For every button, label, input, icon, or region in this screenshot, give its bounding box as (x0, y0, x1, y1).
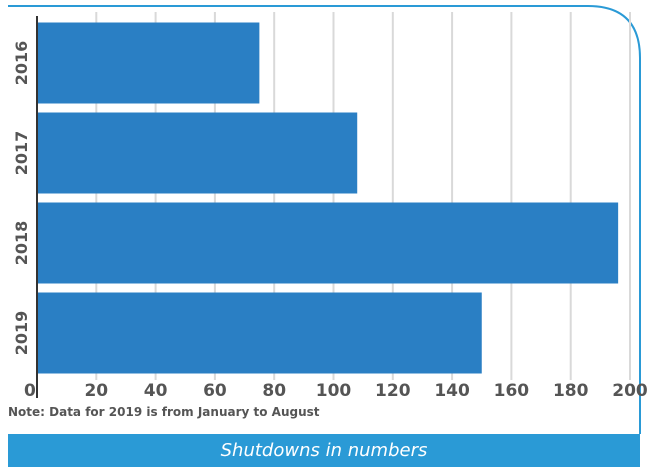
x-tick-label-200: 200 (612, 381, 648, 401)
x-tick-label-80: 80 (262, 381, 286, 401)
x-tick-label-160: 160 (494, 381, 530, 401)
category-label-2018: 2018 (12, 221, 31, 266)
bar-2018 (37, 202, 619, 284)
category-label-2016: 2016 (12, 41, 31, 86)
y-category-labels: 2016 2017 2018 2019 (12, 41, 31, 356)
x-tick-label-0: 0 (24, 381, 36, 401)
x-tick-label-20: 20 (84, 381, 108, 401)
bar-2019 (37, 292, 482, 374)
bar-2016 (37, 22, 260, 104)
x-tick-label-180: 180 (553, 381, 589, 401)
footnote: Note: Data for 2019 is from January to A… (8, 405, 320, 419)
x-tick-label-40: 40 (144, 381, 168, 401)
caption-text: Shutdowns in numbers (220, 440, 428, 461)
bars (37, 22, 619, 374)
x-tick-label-60: 60 (203, 381, 227, 401)
x-tick-labels: 0 20 40 60 80 100 120 140 160 180 200 (24, 381, 648, 401)
category-label-2019: 2019 (12, 311, 31, 356)
x-tick-label-100: 100 (316, 381, 352, 401)
category-label-2017: 2017 (12, 131, 31, 176)
bar-2017 (37, 112, 358, 194)
x-tick-label-140: 140 (434, 381, 470, 401)
x-tick-label-120: 120 (375, 381, 411, 401)
caption-banner: Shutdowns in numbers (8, 434, 640, 467)
chart-border (8, 5, 641, 434)
